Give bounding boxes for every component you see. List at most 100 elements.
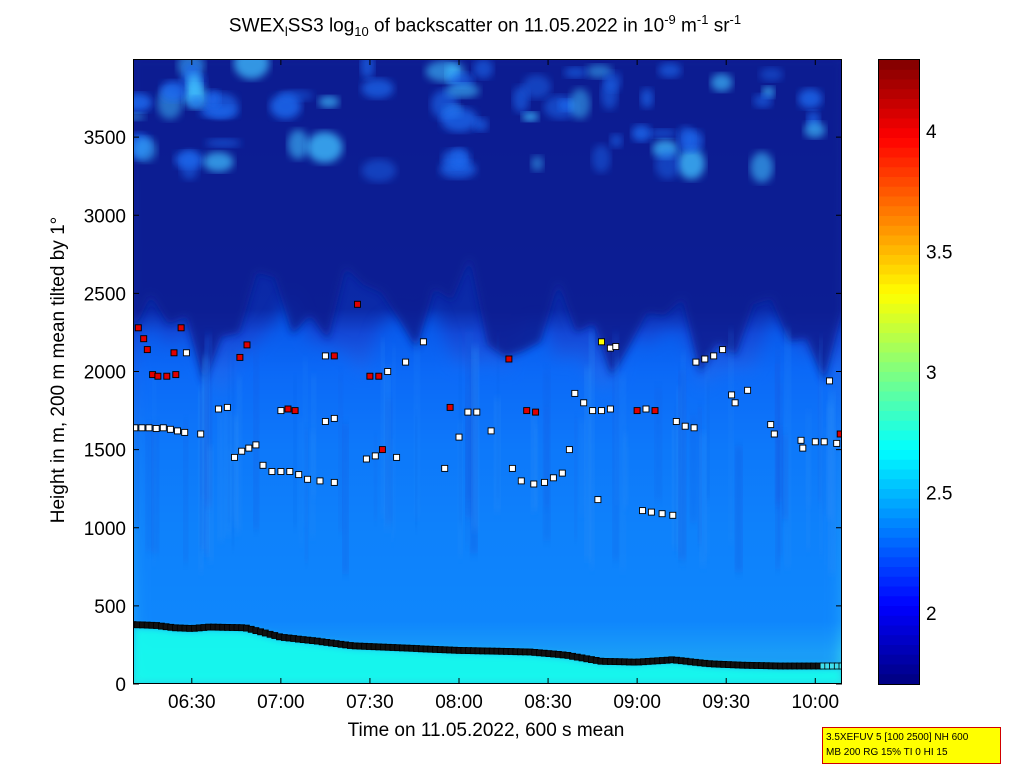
upper-cloud-patch: [640, 88, 654, 109]
upper-cloud-patch: [655, 150, 680, 180]
cloud-point: [692, 358, 700, 366]
heatmap-streak: [385, 399, 393, 524]
heatmap-streak: [342, 423, 348, 574]
cloud-point: [594, 496, 602, 504]
cloud-point: [174, 427, 181, 435]
x-tick-label: 08:30: [524, 692, 572, 713]
heatmap-streak: [824, 427, 827, 565]
heatmap-streak: [471, 347, 479, 530]
cloud-point: [580, 399, 588, 407]
heatmap-streak: [183, 421, 188, 563]
colorbar-tick-label: 3: [926, 363, 937, 384]
parameter-info-box: 3.5XEFUV 5 [100 2500] NH 600 MB 200 RG 1…: [822, 727, 1001, 764]
x-tick-label: 07:30: [346, 692, 394, 713]
heatmap-streak: [374, 436, 377, 521]
heatmap-streak: [237, 377, 242, 533]
cloud-point: [820, 438, 828, 446]
cloud-point: [836, 430, 842, 438]
upper-cloud-patch: [677, 126, 695, 152]
info-line-1: 3.5XEFUV 5 [100 2500] NH 600: [826, 732, 969, 743]
cloud-point: [669, 511, 677, 519]
upper-cloud-patch: [360, 59, 375, 79]
colorbar-segment: [879, 489, 919, 500]
cloud-point: [245, 444, 253, 452]
heatmap-streak: [584, 367, 591, 560]
cloud-point: [304, 475, 312, 483]
cloud-point: [243, 341, 251, 349]
heatmap-plot-area: [133, 59, 842, 684]
upper-cloud-patch: [522, 74, 551, 99]
cloud-point: [252, 441, 260, 449]
colorbar-segment: [879, 391, 919, 402]
heatmap-layers: [133, 59, 842, 684]
cloud-point: [565, 446, 573, 454]
cloud-point: [530, 480, 538, 488]
heatmap-streak: [698, 407, 702, 545]
colorbar: [878, 59, 920, 685]
colorbar-segment: [879, 313, 919, 324]
cloud-point: [633, 407, 641, 415]
colorbar-segment: [879, 420, 919, 432]
colorbar-segment: [879, 89, 919, 100]
upper-cloud-patch: [160, 80, 187, 102]
cloud-point: [606, 405, 614, 413]
cloud-point: [384, 368, 392, 375]
colorbar-segment: [879, 333, 919, 344]
upper-cloud-patch: [753, 94, 773, 108]
upper-cloud-patch: [521, 112, 539, 122]
colorbar-segment: [879, 567, 919, 578]
cloud-point: [295, 471, 303, 479]
colorbar-segment: [879, 518, 919, 529]
cloud-point: [181, 428, 189, 436]
cloud-point: [154, 372, 162, 380]
cloud-point: [143, 346, 151, 354]
cloud-point: [612, 343, 620, 350]
x-axis-label: Time on 11.05.2022, 600 s mean: [348, 720, 625, 741]
colorbar-tick-label: 4: [926, 122, 937, 143]
colorbar-segment: [879, 615, 919, 627]
upper-cloud-patch: [710, 73, 733, 92]
x-tick-label: 09:00: [613, 692, 661, 713]
y-tick-label: 500: [94, 597, 126, 618]
cloud-point: [799, 444, 807, 452]
colorbar-segment: [879, 469, 919, 480]
heatmap-streak: [415, 415, 418, 529]
info-line-2: MB 200 RG 15% TI 0 HI 15: [826, 747, 948, 758]
upper-cloud-patch: [205, 90, 221, 109]
cloud-point: [277, 468, 285, 475]
cloud-point: [767, 421, 775, 429]
cloud-point: [642, 405, 650, 413]
y-tick-label: 1000: [84, 519, 126, 540]
cloud-point: [811, 438, 819, 446]
cloud-point: [710, 352, 718, 360]
cloud-point: [690, 424, 698, 432]
cloud-point: [291, 407, 299, 415]
colorbar-segment: [879, 576, 919, 588]
cloud-point: [223, 403, 231, 411]
colorbar-segment: [879, 264, 919, 276]
upper-cloud-patch: [604, 71, 622, 92]
heatmap-streak: [623, 432, 628, 508]
x-tick-label: 10:00: [792, 692, 840, 713]
colorbar-segment: [879, 625, 919, 636]
colorbar-segment: [879, 547, 919, 558]
cloud-point: [170, 349, 178, 357]
ground-series: [133, 621, 842, 670]
heatmap-streak: [207, 441, 211, 511]
y-axis-label: Height in m, 200 m mean tilted by 1°: [48, 217, 69, 523]
heatmap-streak: [293, 378, 297, 527]
colorbar-segment: [879, 245, 919, 256]
heatmap-streak: [700, 432, 707, 566]
upper-cloud-patch: [558, 99, 573, 111]
cloud-point: [133, 424, 139, 432]
y-tick-label: 2000: [84, 363, 126, 384]
cloud-point: [505, 355, 513, 363]
heatmap-streak: [218, 410, 225, 541]
upper-cloud-patch: [440, 107, 478, 132]
colorbar-tick-label: 2: [926, 604, 937, 625]
heatmap-streak: [822, 439, 825, 511]
cloud-point: [508, 464, 516, 472]
heatmap-streak: [785, 329, 791, 568]
cloud-point: [473, 408, 481, 416]
cloud-point: [177, 324, 185, 332]
